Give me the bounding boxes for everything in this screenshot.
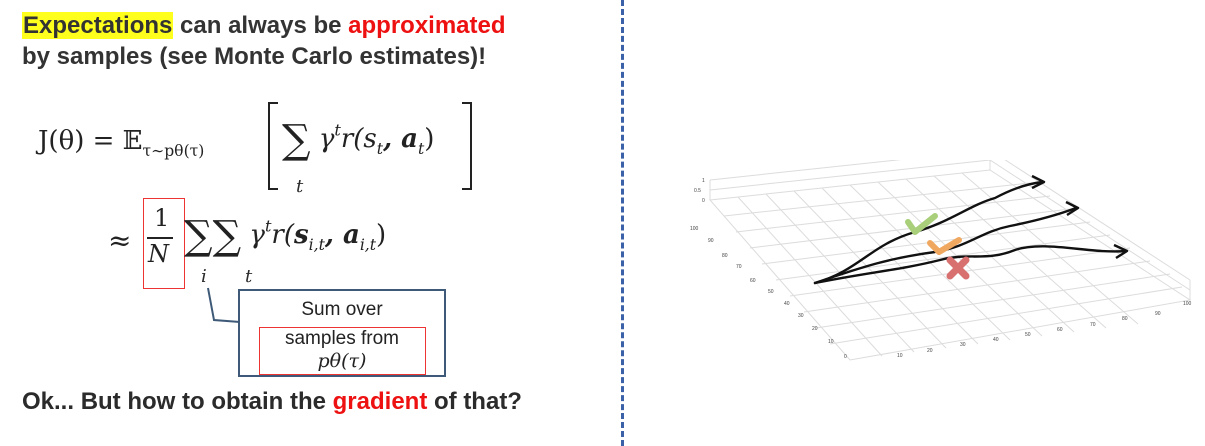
y-tick-labels: 100 90 80 70 60 50 40 30 20 10 0 — [690, 226, 847, 360]
fraction-denominator: N — [148, 240, 169, 268]
footer-text: Ok... But how to obtain the — [22, 388, 333, 415]
callout-line2: samples from — [284, 328, 400, 349]
reward-close-2: ) — [376, 220, 387, 250]
reward-open: r(s — [340, 124, 377, 154]
action-symbol: , a — [383, 124, 419, 154]
gamma-exponent: t — [334, 120, 341, 140]
trajectory-3d-plot: 1 0.5 0 100 90 80 70 60 50 40 30 20 10 0… — [690, 160, 1192, 361]
callout-line3: pθ(τ) — [317, 350, 367, 372]
sum-index-t-2: t — [245, 266, 253, 287]
sum-symbol-i: ∑ — [184, 213, 213, 259]
y-tick: 100 — [690, 226, 699, 232]
inner-sum: ∑ γtr(st, at) — [282, 120, 434, 160]
sum-index-t-1: t — [296, 176, 304, 197]
y-tick: 40 — [784, 301, 790, 307]
y-tick: 20 — [812, 326, 818, 332]
gamma-exponent-2: t — [264, 216, 272, 236]
state-subscript-2: i,t — [308, 236, 325, 255]
trajectory-2 — [813, 206, 1078, 285]
footer-highlight: gradient — [332, 388, 428, 415]
callout-box: Sum over samples from pθ(τ) — [238, 289, 446, 377]
z-tick: 1 — [702, 178, 705, 184]
callout-line1: Sum over — [301, 299, 383, 320]
x-tick: 70 — [1090, 322, 1096, 328]
x-tick: 80 — [1122, 316, 1128, 322]
callout-highlight-box: samples from pθ(τ) — [258, 327, 426, 375]
y-tick: 90 — [708, 238, 714, 244]
highlight-approximated: approximated — [348, 12, 506, 39]
state-subscript: t — [376, 140, 384, 159]
fraction-highlight-box — [143, 198, 185, 289]
x-tick: 10 — [897, 353, 903, 359]
y-tick: 10 — [828, 339, 834, 345]
x-tick-labels: 10 20 30 40 50 60 70 80 90 100 — [897, 301, 1192, 359]
y-tick: 50 — [768, 289, 774, 295]
z-tick-labels: 1 0.5 0 — [694, 178, 705, 204]
sum-symbol-t: ∑ — [212, 213, 242, 259]
double-sum: ∑∑ γtr(si,t, ai,t) — [184, 216, 386, 256]
x-tick: 50 — [1025, 332, 1031, 338]
y-tick: 0 — [844, 354, 847, 360]
sum-symbol: ∑ — [282, 117, 311, 163]
trajectory-3 — [813, 245, 1127, 285]
trajectory-1 — [813, 180, 1044, 285]
x-tick: 60 — [1057, 327, 1063, 333]
x-tick: 40 — [993, 337, 999, 343]
action-subscript: t — [418, 140, 425, 159]
action-symbol-2: , a — [324, 220, 360, 250]
trajectories — [813, 180, 1127, 285]
callout-connector — [207, 287, 241, 323]
highlight-expectations: Expectations — [22, 12, 174, 39]
approx-symbol: ≈ — [108, 224, 132, 257]
headline-text: can always be — [173, 12, 349, 39]
y-tick: 60 — [750, 278, 756, 284]
fraction-numerator: 1 — [154, 204, 170, 232]
footer-question: Ok... But how to obtain the gradient of … — [22, 388, 522, 416]
x-tick: 100 — [1183, 301, 1192, 307]
y-tick: 70 — [736, 264, 742, 270]
red-cross-icon — [946, 256, 970, 280]
lhs: J(θ) = 𝔼 — [38, 126, 143, 156]
footer-text-end: of that? — [427, 388, 522, 415]
green-check-icon — [905, 213, 938, 235]
dashed-divider — [621, 0, 624, 446]
headline-line2: by samples (see Monte Carlo estimates)! — [22, 43, 487, 70]
expectation-subscript: τ∼pθ(τ) — [142, 142, 205, 161]
left-bracket — [268, 102, 278, 190]
reward-open-2: r(s — [271, 220, 309, 250]
action-subscript-2: i,t — [359, 236, 377, 255]
sum-index-i: i — [201, 266, 207, 287]
reward-close: ) — [424, 124, 435, 154]
gamma-2: γ — [249, 220, 265, 250]
x-tick: 90 — [1155, 311, 1161, 317]
x-tick: 30 — [960, 342, 966, 348]
headline: Expectations can always be approximated … — [22, 10, 602, 72]
equation-line1: J(θ) = 𝔼τ∼pθ(τ) — [38, 126, 204, 160]
fraction-bar — [147, 237, 173, 239]
z-tick: 0 — [702, 198, 705, 204]
y-tick: 30 — [798, 313, 804, 319]
gamma: γ — [318, 124, 335, 154]
x-tick: 20 — [927, 348, 933, 354]
z-tick: 0.5 — [694, 188, 701, 194]
orange-check-icon — [927, 237, 962, 255]
y-tick: 80 — [722, 253, 728, 259]
right-bracket — [462, 102, 472, 190]
arrowheads — [1031, 174, 1129, 260]
